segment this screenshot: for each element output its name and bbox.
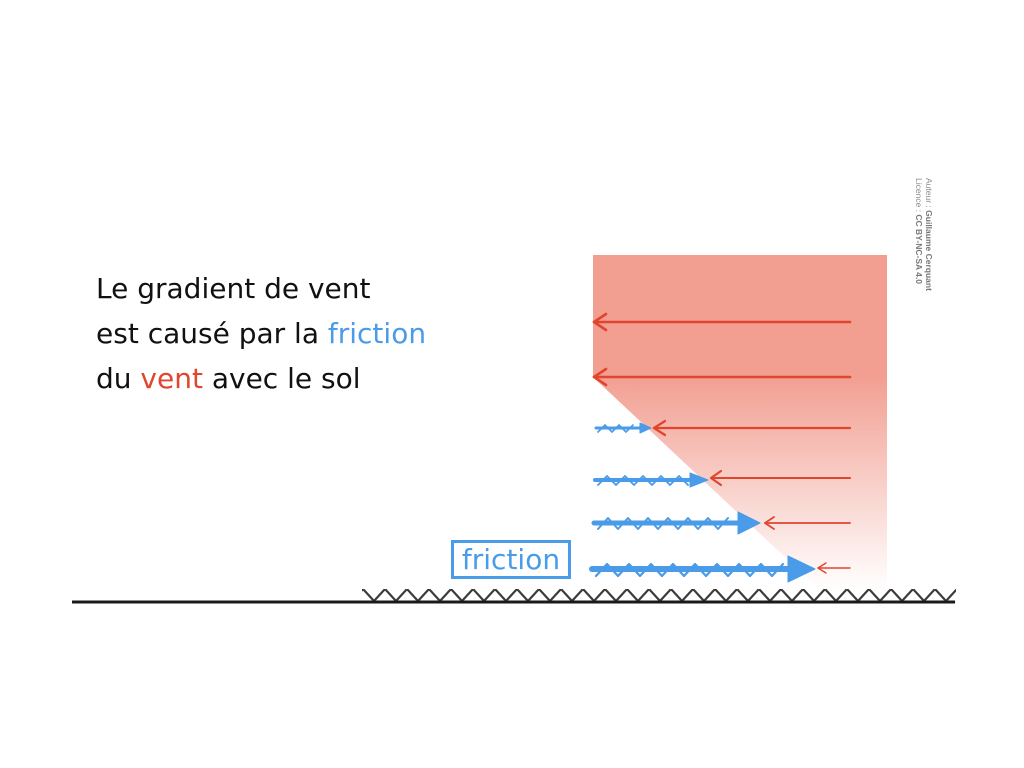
friction-label-box: friction [451,540,571,579]
author-name: Guillaume Cerquant [924,210,934,291]
friction-arrow [593,472,709,488]
caption-text: avec le sol [202,362,361,395]
friction-arrow [591,511,761,535]
wind-arrow [652,419,852,437]
licence-label: Licence : [914,178,924,213]
caption-line-2: est causé par la friction [96,311,426,356]
gradient-wind-zone [593,377,887,590]
ground-roughness [362,589,956,603]
wind-arrow [764,516,851,530]
friction-arrow [589,555,816,583]
caption-line-3: du vent avec le sol [96,356,426,401]
caption: Le gradient de vent est causé par la fri… [96,266,426,401]
friction-highlight: friction [327,317,427,350]
friction-arrows [589,422,816,583]
wind-arrow [817,562,851,574]
licence-name: CC BY-NC-SA 4.0 [914,214,924,284]
friction-arrow [594,422,652,434]
wind-arrows [592,312,852,574]
uniform-wind-zone [593,255,887,377]
caption-line-1: Le gradient de vent [96,272,371,305]
author-credit: Auteur : Guillaume Cerquant Licence : CC… [912,178,934,308]
wind-arrow [592,312,852,332]
wind-arrow [709,469,852,487]
author-label: Auteur : [924,178,934,208]
friction-label-text: friction [461,543,561,576]
caption-text: du [96,362,141,395]
caption-text: est causé par la [96,317,328,350]
wind-arrow [592,367,852,387]
wind-highlight: vent [140,362,203,395]
